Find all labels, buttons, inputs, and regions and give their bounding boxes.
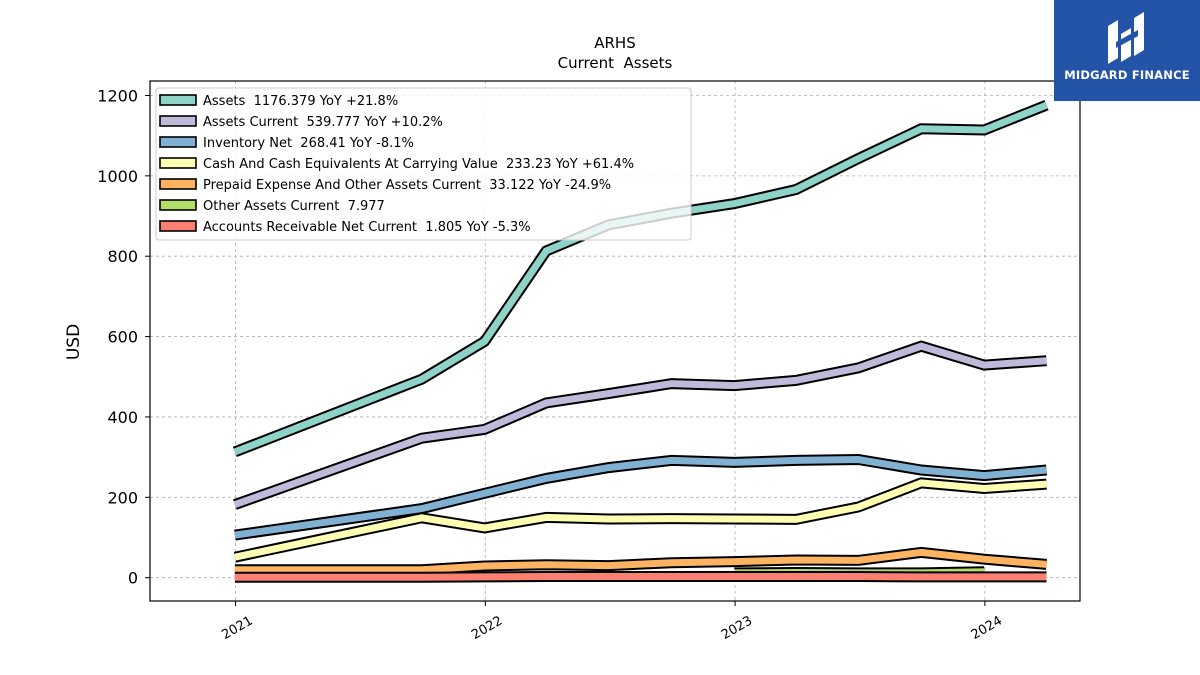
- series-line: [234, 455, 1047, 539]
- legend-label: Accounts Receivable Net Current 1.805 Yo…: [203, 220, 531, 235]
- y-tick-label: 1000: [97, 167, 138, 186]
- chart-subtitle: Current Assets: [558, 54, 673, 72]
- midgard-logo-icon: [1108, 12, 1144, 64]
- series-line: [234, 479, 1047, 561]
- legend-box: [155, 87, 692, 241]
- legend-swatch: [159, 94, 197, 106]
- legend-swatch: [159, 220, 197, 232]
- legend-label: Assets Current 539.777 YoY +10.2%: [203, 115, 443, 130]
- legend-label: Inventory Net 268.41 YoY -8.1%: [203, 136, 414, 151]
- plot-frame: [149, 80, 1081, 602]
- series-line: [234, 573, 1047, 581]
- legend-swatch: [159, 199, 197, 211]
- y-tick-label: 0: [128, 569, 138, 588]
- legend-swatch: [159, 136, 197, 148]
- legend-label: Cash And Cash Equivalents At Carrying Va…: [203, 157, 634, 172]
- x-tick-label: 2023: [719, 613, 755, 643]
- legend-label: Prepaid Expense And Other Assets Current…: [203, 178, 611, 193]
- brand-name: MIDGARD FINANCE: [1064, 68, 1190, 82]
- y-tick-label: 600: [107, 328, 138, 347]
- y-tick-label: 800: [107, 247, 138, 266]
- series-line: [233, 342, 1047, 508]
- legend-swatch: [159, 115, 197, 127]
- x-tick-label: 2021: [219, 613, 255, 643]
- x-tick-label: 2024: [969, 613, 1005, 643]
- x-tick-label: 2022: [469, 613, 505, 643]
- legend-swatch: [159, 178, 197, 190]
- y-tick-label: 400: [107, 408, 138, 427]
- chart-title: ARHS: [594, 34, 635, 52]
- brand-logo: MIDGARD FINANCE: [1054, 0, 1200, 101]
- y-tick-label: 200: [107, 488, 138, 507]
- legend-label: Assets 1176.379 YoY +21.8%: [203, 94, 398, 109]
- series-line: [234, 548, 1047, 574]
- legend-label: Other Assets Current 7.977: [203, 199, 385, 214]
- y-axis-label: USD: [64, 324, 84, 360]
- y-tick-label: 1200: [97, 86, 138, 105]
- series-line: [233, 101, 1048, 456]
- legend-swatch: [159, 157, 197, 169]
